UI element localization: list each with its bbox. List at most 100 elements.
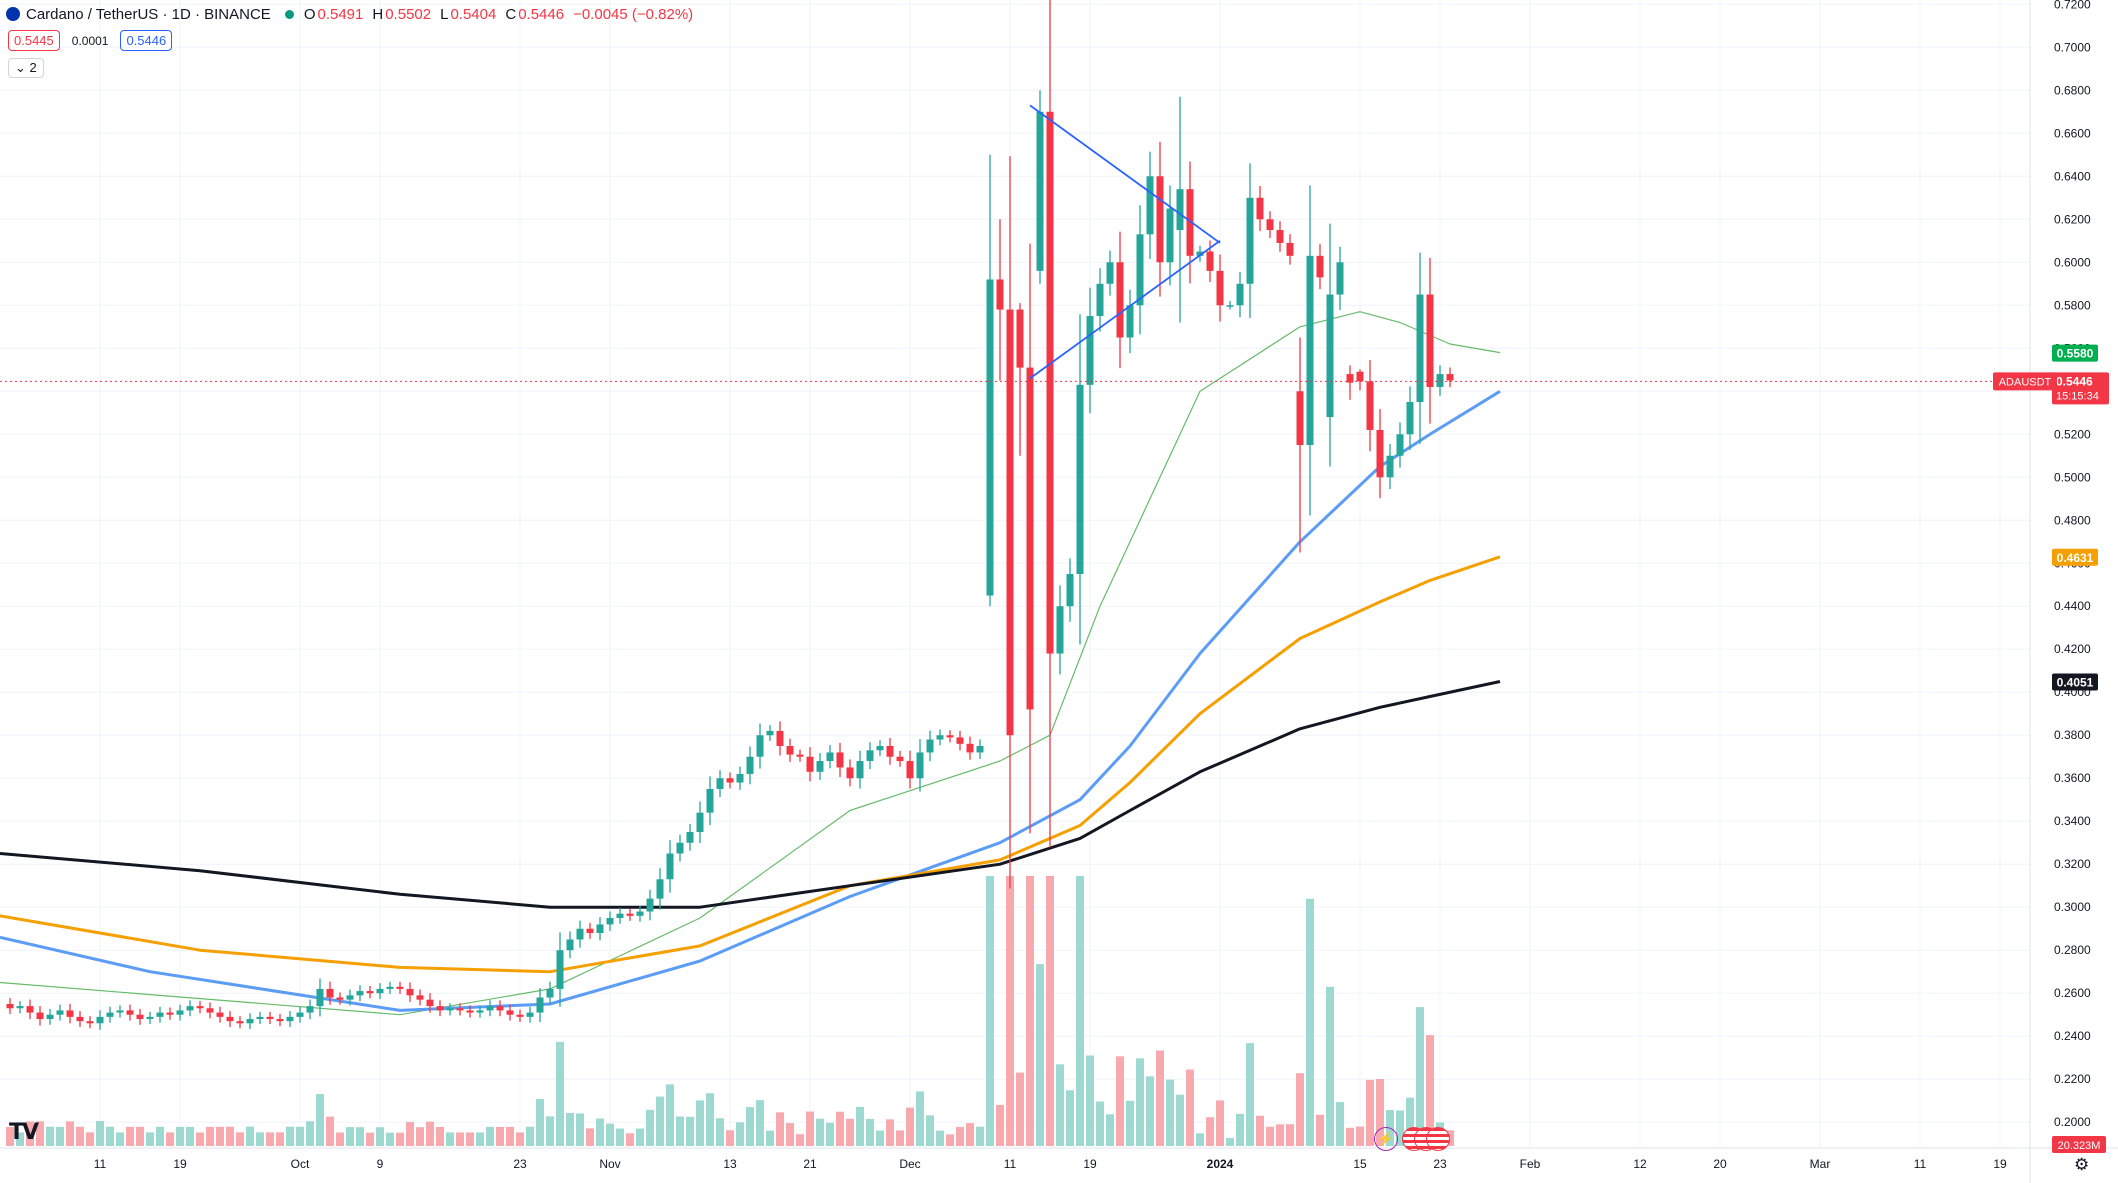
volume-bar	[1076, 876, 1084, 1146]
volume-value-badge	[2052, 1136, 2106, 1153]
candle-countdown-label: 15:15:34	[2056, 390, 2099, 402]
candle-body	[546, 988, 554, 998]
candle-body	[136, 1014, 144, 1020]
volume-bar	[936, 1130, 944, 1146]
volume-bar	[856, 1106, 864, 1146]
triangle-trendline	[1029, 240, 1221, 380]
volume-bar	[1286, 1124, 1294, 1146]
time-tick-label: 11	[1914, 1157, 1927, 1171]
buy-button[interactable]: 0.5446	[120, 30, 173, 51]
spread-value: 0.0001	[71, 33, 109, 48]
candle-body	[166, 1012, 174, 1015]
volume-bar	[296, 1126, 304, 1146]
candle-body	[96, 1016, 104, 1024]
time-tick-label: 19	[173, 1157, 187, 1171]
candle-body	[266, 1016, 274, 1020]
current-price-label: 0.5446	[2056, 374, 2093, 388]
volume-bar	[1126, 1100, 1134, 1146]
candle-body	[466, 1010, 474, 1013]
volume-bar	[76, 1126, 84, 1146]
moving-average-line	[0, 555, 1501, 974]
ma-value-label: 0.5580	[2057, 347, 2094, 361]
candle-body	[1396, 434, 1404, 456]
candle-body	[786, 745, 794, 755]
volume-bar	[1166, 1079, 1174, 1146]
close-value: 0.5446	[518, 5, 565, 23]
triangle-trendline	[1029, 104, 1221, 244]
candle-body	[896, 756, 904, 762]
candle-body	[26, 1006, 34, 1013]
candle-body	[496, 1006, 504, 1011]
symbol-title[interactable]: Cardano / TetherUS · 1D · BINANCE	[26, 5, 271, 23]
candle-body	[1356, 371, 1364, 382]
candle-body	[236, 1021, 244, 1024]
volume-bar	[166, 1132, 174, 1146]
volume-bar	[556, 1041, 564, 1146]
moving-average-line	[0, 311, 1501, 1016]
time-tick-label: 20	[1713, 1157, 1727, 1171]
candle-body	[866, 750, 874, 762]
candle-body	[926, 739, 934, 753]
candle-body	[1426, 294, 1434, 387]
candle-body	[66, 1010, 74, 1017]
candle-body	[1206, 251, 1214, 271]
candle-body	[646, 898, 654, 912]
volume-bar	[636, 1128, 644, 1146]
us-flag-icon[interactable]	[1426, 1127, 1450, 1151]
candle-body	[16, 1006, 24, 1009]
volume-bar	[96, 1120, 104, 1146]
volume-bar	[236, 1132, 244, 1146]
candle-body	[1366, 381, 1374, 430]
indicators-toggle-button[interactable]: ⌄ 2	[8, 58, 44, 78]
volume-bar	[806, 1111, 814, 1146]
volume-bar	[756, 1100, 764, 1146]
candle-body	[576, 928, 584, 940]
time-tick-label: Dec	[899, 1157, 920, 1171]
sell-button[interactable]: 0.5445	[8, 30, 60, 51]
candle-body	[146, 1016, 154, 1020]
volume-bar	[1216, 1100, 1224, 1146]
volume-bar	[546, 1116, 554, 1146]
candle-body	[316, 988, 324, 1007]
settings-gear-icon[interactable]: ⚙	[2074, 1155, 2090, 1174]
volume-bar	[686, 1116, 694, 1146]
price-tick-label: 0.3600	[2054, 771, 2091, 785]
candle-body	[1106, 262, 1114, 284]
candle-body	[186, 1006, 194, 1011]
volume-bar	[766, 1130, 774, 1146]
candle-body	[106, 1012, 114, 1017]
volume-bar	[446, 1132, 454, 1146]
candle-body	[956, 737, 964, 744]
candle-body	[946, 735, 954, 738]
volume-bar	[156, 1126, 164, 1146]
candle-body	[396, 986, 404, 989]
candle-body	[1256, 197, 1264, 220]
candle-body	[916, 752, 924, 779]
ma-value-badge	[2052, 673, 2098, 691]
volume-bar	[126, 1126, 134, 1146]
time-tick-label: 11	[1004, 1157, 1017, 1171]
volume-bar	[1266, 1126, 1274, 1146]
volume-bar	[276, 1132, 284, 1146]
volume-bar	[1176, 1094, 1184, 1146]
volume-bar	[256, 1132, 264, 1146]
candle-body	[746, 756, 754, 774]
candle-body	[426, 999, 434, 1007]
volume-bar	[56, 1126, 64, 1146]
volume-bar	[926, 1115, 934, 1146]
candle-body	[756, 735, 764, 757]
volume-bar	[656, 1096, 664, 1146]
candle-body	[456, 1008, 464, 1011]
candle-body	[716, 778, 724, 789]
ma-value-badge	[2052, 344, 2098, 362]
volume-bar	[1096, 1101, 1104, 1146]
tradingview-logo-icon[interactable]: TV	[9, 1120, 39, 1145]
lightning-icon[interactable]: ⚡	[1374, 1127, 1398, 1151]
volume-bar	[1026, 876, 1034, 1146]
price-tick-label: 0.2000	[2054, 1115, 2091, 1129]
volume-bar	[526, 1126, 534, 1146]
candle-body	[846, 767, 854, 779]
price-tick-label: 0.4200	[2054, 642, 2091, 656]
volume-bar	[136, 1126, 144, 1146]
